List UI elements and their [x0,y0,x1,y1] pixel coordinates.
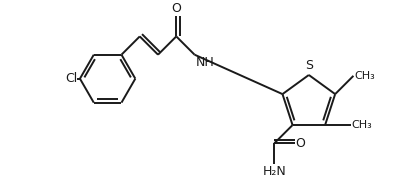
Text: O: O [172,2,181,15]
Text: Cl: Cl [65,72,77,85]
Text: CH₃: CH₃ [354,71,375,81]
Text: S: S [305,59,313,72]
Text: O: O [295,137,305,150]
Text: CH₃: CH₃ [352,120,373,130]
Text: H₂N: H₂N [262,165,286,179]
Text: NH: NH [195,56,214,69]
